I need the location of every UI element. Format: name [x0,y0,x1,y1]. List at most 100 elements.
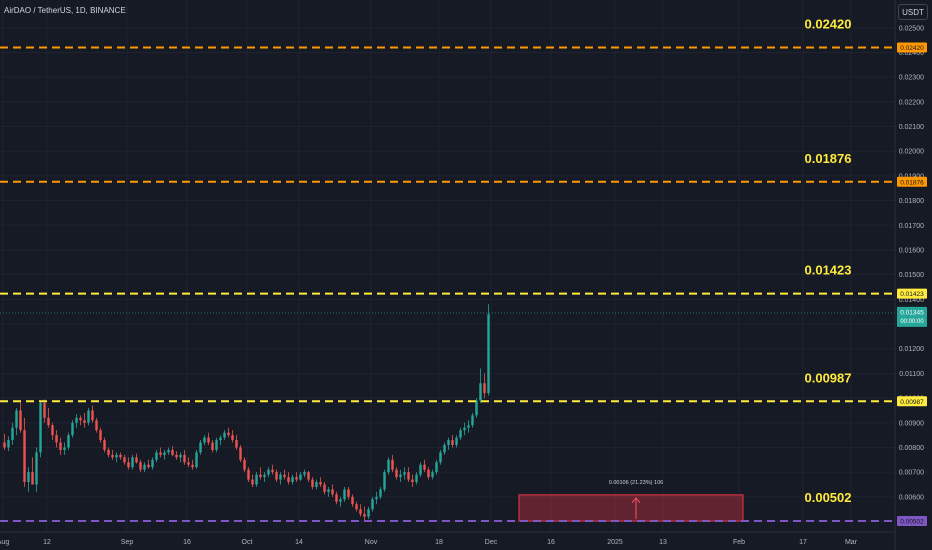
candle-body [323,484,326,492]
candle-body [443,444,446,453]
candle-body [35,452,38,485]
candle-body [403,472,406,475]
candle-body [239,447,242,460]
candle-body [71,422,74,436]
candle-body [79,417,82,421]
candle-body [439,452,442,463]
currency-button[interactable]: USDT [898,4,928,20]
candle-body [379,489,382,497]
level-label: 0.00987 [805,370,852,385]
x-tick-label: Feb [733,539,745,546]
candle-body [227,432,230,436]
y-tick-label: 0.01100 [899,371,924,378]
candle-body [351,496,354,505]
level-label: 0.00502 [805,490,852,505]
candle-body [311,479,314,487]
candle-body [343,489,346,500]
level-badge [897,396,927,407]
x-tick-label: 12 [43,539,51,546]
candle-body [427,469,430,478]
candle-body [231,435,234,441]
candle-body [263,474,266,478]
candle-body [419,464,422,475]
x-tick-label: Dec [485,539,498,546]
y-tick-label: 0.01500 [899,272,924,279]
candle-body [39,403,42,453]
candle-body [91,410,94,421]
y-tick-label: 0.02500 [899,25,924,32]
x-tick-label: Nov [365,539,378,546]
candle-body [355,504,358,510]
candle-body [99,430,102,441]
candle-body [367,509,370,517]
candle-body [467,425,470,428]
candle-body [407,472,410,480]
level-label: 0.01876 [805,151,852,166]
candle-body [243,459,246,470]
candle-body [111,454,114,458]
y-tick-label: 0.01400 [899,297,924,304]
candle-body [143,464,146,470]
y-tick-label: 0.01800 [899,198,924,205]
candle-body [27,472,30,483]
candle-body [359,509,362,515]
candle-body [223,432,226,438]
candle-body [363,514,366,517]
candle-body [255,474,258,485]
candle-body [279,474,282,480]
candle-body [207,437,210,443]
candle-body [123,457,126,463]
candle-body [15,410,18,428]
level-badge-label: 0.01423 [900,291,924,298]
x-tick-label: 16 [183,539,191,546]
x-tick-label: 14 [295,539,303,546]
candle-body [155,452,158,460]
price-axis[interactable] [895,0,932,550]
candle-body [183,454,186,463]
candle-body [247,469,250,480]
candle-body [447,440,450,445]
candle-body [63,447,66,450]
candle-body [199,442,202,453]
candle-body [435,462,438,473]
candle-body [479,383,482,401]
y-tick-label: 0.00800 [899,445,924,452]
candle-body [327,489,330,492]
candle-body [375,496,378,500]
candle-body [347,489,350,497]
candle-body [387,459,390,473]
level-badge-label: 0.02420 [900,45,924,52]
candle-body [423,464,426,470]
x-tick-label: Oct [242,539,253,546]
candle-body [163,452,166,455]
candle-body [119,454,122,458]
candle-body [75,417,78,423]
candle-body [475,400,478,416]
measure-label: 0.00106 (21.23%) 106 [609,480,663,486]
measure-box[interactable] [518,494,744,522]
y-tick-label: 0.00700 [899,470,924,477]
candle-body [315,482,318,487]
candle-body [127,462,130,468]
candle-body [159,452,162,455]
candle-body [203,437,206,443]
candle-body [431,472,434,478]
y-tick-label: 0.02400 [899,50,924,57]
candle-body [487,314,490,394]
countdown-label: 00:00:00 [900,319,924,325]
candle-body [67,435,70,448]
candle-body [291,477,294,483]
y-tick-label: 0.02300 [899,75,924,82]
level-badge [897,176,927,187]
candle-body [339,499,342,502]
candle-body [23,430,26,483]
candle-body [151,459,154,468]
candle-body [303,472,306,475]
measure-arrow-head [631,497,641,504]
candle-body [171,449,174,455]
candle-body [283,474,286,478]
candle-body [175,454,178,458]
symbol-title: AirDAO / TetherUS, 1D, BINANCE [4,6,126,15]
candle-body [399,474,402,478]
